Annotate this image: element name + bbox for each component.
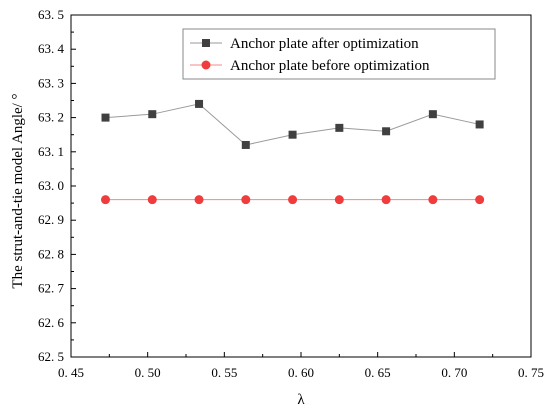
legend-marker [201,60,211,70]
series-layer [101,99,485,205]
data-point [475,120,484,129]
legend-entry: Anchor plate after optimization [190,36,419,52]
x-tick-label: 0. 65 [365,365,391,380]
data-point [382,127,391,136]
y-tick-label: 63. 1 [38,144,64,159]
data-point [428,195,438,205]
y-axis-ticks: 62. 5 62. 6 62. 7 62. 8 62. 9 63. 0 63. 1 63. 2… [38,7,76,364]
y-tick-label: 63. 5 [38,7,64,22]
y-tick-label: 62. 6 [38,315,65,330]
legend-label: Anchor plate before optimization [230,58,430,74]
data-point [381,195,391,205]
x-tick-label: 0. 70 [441,365,467,380]
legend: Anchor plate after optimization Anchor pl… [182,28,496,80]
series-2 [101,195,485,205]
data-point [288,195,298,205]
data-point [288,130,297,139]
data-point [148,110,157,119]
data-point [194,195,204,205]
legend-items: Anchor plate after optimization Anchor pl… [190,36,430,74]
x-tick-label: 0. 45 [58,365,84,380]
series-1 [101,99,484,149]
data-point [241,140,250,149]
data-point [101,195,110,205]
data-point [335,123,344,132]
y-tick-label: 63. 4 [38,41,65,56]
data-point [101,113,110,122]
y-tick-label: 63. 3 [38,75,64,90]
x-axis-title: λ [297,392,305,408]
y-tick-label: 62. 7 [38,281,65,296]
y-tick-label: 62. 8 [38,246,64,261]
data-point [475,195,485,205]
legend-marker [202,39,210,47]
y-tick-label: 62. 5 [38,349,64,364]
x-tick-label: 0. 60 [288,365,314,380]
series-line [105,103,480,146]
legend-entry: Anchor plate before optimization [190,58,430,74]
legend-label: Anchor plate after optimization [230,36,419,52]
x-axis-ticks: 0. 45 0. 50 0. 55 0. 60 0. 65 0. 70 0. 75 [58,352,544,380]
y-tick-label: 62. 9 [38,212,64,227]
data-point [147,195,157,205]
x-tick-label: 0. 50 [135,365,161,380]
data-point [334,195,344,205]
legend-box [182,28,496,80]
data-point [428,110,437,119]
x-tick-label: 0. 55 [211,365,237,380]
x-tick-label: 0. 75 [518,365,544,380]
data-point [195,99,204,108]
data-point [241,195,251,205]
y-axis-title: The strut-and-tie model Angle/ ° [10,93,26,288]
y-tick-label: 63. 2 [38,110,64,125]
y-tick-label: 63. 0 [38,178,64,193]
